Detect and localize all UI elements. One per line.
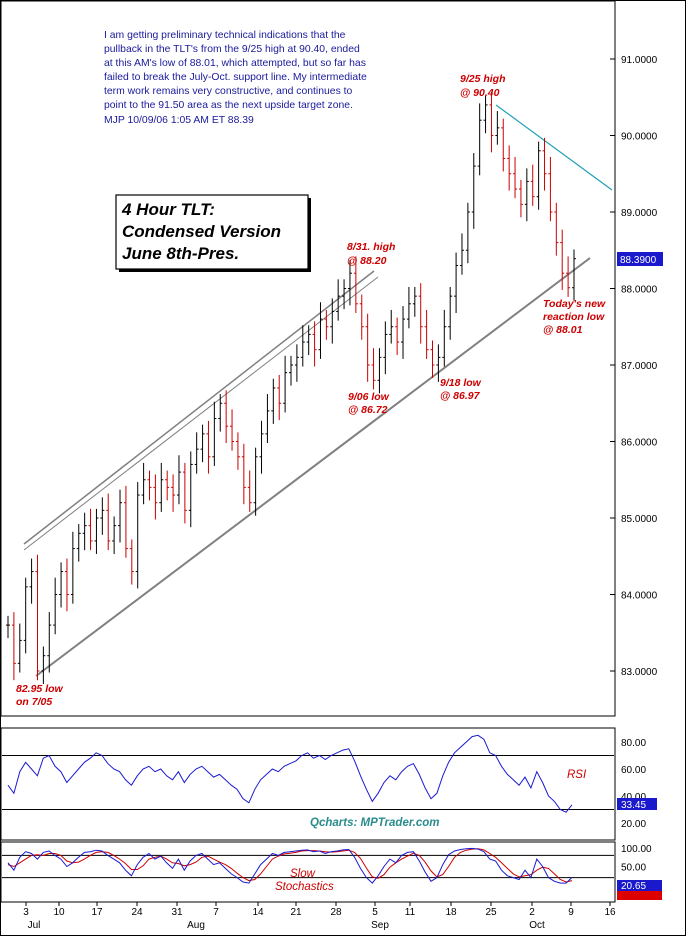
date-tick-label: 11 <box>405 907 416 918</box>
rsi-tag <box>617 798 657 810</box>
anno-high-925-b: @ 90.40 <box>460 87 500 99</box>
stoch-tick-label: 100.00 <box>621 844 652 855</box>
price-tick-label: 91.0000 <box>621 55 658 66</box>
price-tag-text: 88.3900 <box>620 255 657 266</box>
month-label: Oct <box>529 920 545 931</box>
stoch-tag <box>617 880 662 891</box>
date-tick-label: 14 <box>252 907 264 918</box>
stoch-tag-text: 20.65 <box>621 881 646 892</box>
date-tick-label: 9 <box>568 907 574 918</box>
commentary-line-1: I am getting preliminary technical indic… <box>104 30 346 41</box>
date-tick-label: 21 <box>290 907 302 918</box>
rsi-tick-label: 20.00 <box>621 819 646 830</box>
date-tick-label: 10 <box>53 907 65 918</box>
date-tick-label: 5 <box>372 907 378 918</box>
commentary-line-2: pullback in the TLT's from the 9/25 high… <box>104 44 360 55</box>
date-axis: 3 10 17 24 31 7 14 21 28 5 11 18 25 2 9 16 Jul Aug Sep Oct <box>23 902 616 931</box>
anno-low-705-b: on 7/05 <box>16 696 52 708</box>
anno-today-a: Today's new <box>543 298 606 310</box>
anno-low-705-a: 82.95 low <box>16 683 64 695</box>
rsi-tick-label: 40.00 <box>621 792 646 803</box>
date-tick-label: 7 <box>213 907 219 918</box>
credit-text: Qcharts: MPTrader.com <box>310 817 440 829</box>
stoch-tick-label: 50.00 <box>621 863 646 874</box>
anno-today-b: reaction low <box>543 311 605 323</box>
stoch-tag-red <box>617 891 662 900</box>
date-tick-label: 24 <box>131 907 143 918</box>
upper-channel-line-2 <box>23 276 379 551</box>
month-label: Sep <box>371 920 389 931</box>
anno-low-906-b: @ 86.72 <box>348 404 388 416</box>
downtrend-line <box>495 104 613 191</box>
anno-high-831-a: 8/31. high <box>347 241 395 253</box>
title-box <box>115 194 309 270</box>
month-label: Jul <box>28 920 41 931</box>
title-line-2: Condensed Version <box>122 222 281 241</box>
date-tick-label: 18 <box>445 907 457 918</box>
anno-low-918-b: @ 86.97 <box>440 390 481 402</box>
stoch-label-2: Stochastics <box>275 881 334 893</box>
rsi-label: RSI <box>567 769 587 781</box>
title-line-3: June 8th-Pres. <box>122 244 239 263</box>
anno-today-c: @ 88.01 <box>543 324 583 336</box>
commentary-line-4: failed to break the July-Oct. support li… <box>104 72 367 83</box>
date-tick-label: 16 <box>604 907 616 918</box>
rsi-tick-label: 60.00 <box>621 765 646 776</box>
anno-high-831-b: @ 88.20 <box>347 255 387 267</box>
date-tick-label: 31 <box>171 907 183 918</box>
price-series <box>6 91 576 685</box>
title-line-1: 4 Hour TLT: <box>121 200 215 219</box>
price-tick-label: 90.0000 <box>621 132 658 143</box>
anno-low-906-a: 9/06 low <box>348 391 390 403</box>
stoch-label-1: Slow <box>290 868 316 880</box>
price-axis: 91.0000 90.0000 89.0000 88.0000 87.0000 86.00… <box>610 55 658 678</box>
rsi-tick-label: 80.00 <box>621 738 646 749</box>
date-tick-label: 2 <box>529 907 535 918</box>
price-tick-label: 84.0000 <box>621 591 658 602</box>
upper-channel-line <box>23 270 375 545</box>
rsi-line <box>7 734 573 813</box>
month-label: Aug <box>187 920 205 931</box>
price-tick-label: 85.0000 <box>621 514 658 525</box>
price-tag <box>617 252 663 266</box>
price-panel <box>0 0 616 717</box>
price-tick-label: 83.0000 <box>621 667 658 678</box>
date-tick-label: 25 <box>485 907 497 918</box>
rsi-panel <box>0 727 616 841</box>
price-tick-label: 86.0000 <box>621 438 658 449</box>
price-tick-label: 87.0000 <box>621 361 658 372</box>
trend-channel <box>23 104 613 677</box>
anno-low-918-a: 9/18 low <box>440 377 482 389</box>
date-tick-label: 28 <box>330 907 342 918</box>
rsi-series: 80.00 60.00 40.00 20.00 <box>2 734 646 830</box>
anno-high-925-a: 9/25 high <box>460 73 506 85</box>
commentary-line-6: point to the 91.50 area as the next upsi… <box>104 100 353 111</box>
rsi-tag-text: 33.45 <box>621 800 646 811</box>
date-tick-label: 17 <box>91 907 103 918</box>
support-line <box>35 257 591 677</box>
price-tick-label: 89.0000 <box>621 208 658 219</box>
price-tick-label: 88.0000 <box>621 285 658 296</box>
stoch-k-line <box>7 847 573 884</box>
commentary-line-7: MJP 10/09/06 1:05 AM ET 88.39 <box>104 115 254 126</box>
date-tick-label: 3 <box>23 907 29 918</box>
commentary-line-5: term work remains very constructive, and… <box>104 86 353 97</box>
commentary-line-3: at this AM's low of 88.01, which attempt… <box>104 58 366 69</box>
